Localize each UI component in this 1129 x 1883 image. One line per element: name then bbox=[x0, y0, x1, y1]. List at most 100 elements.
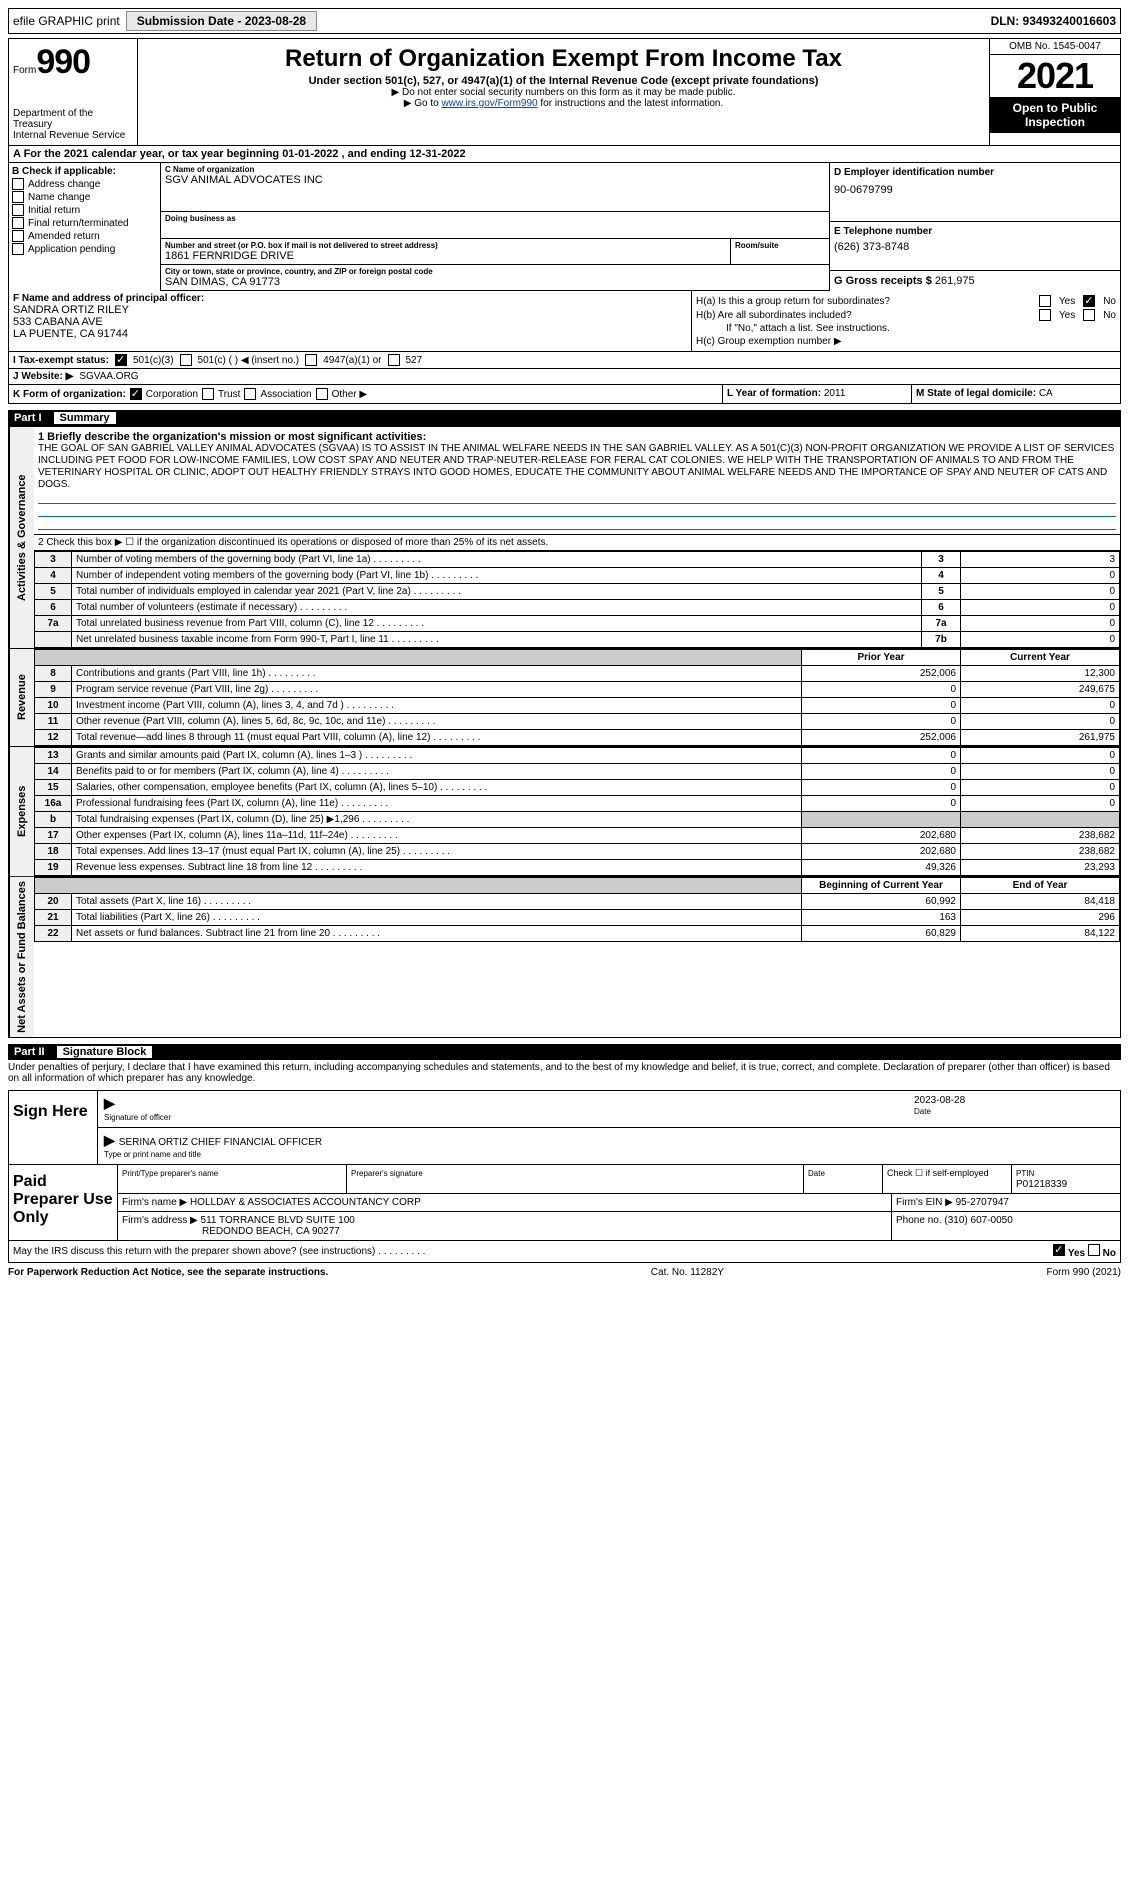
prior-value: 0 bbox=[802, 698, 961, 714]
dba-block: Doing business as bbox=[161, 212, 829, 239]
chk-amended-return[interactable]: Amended return bbox=[12, 230, 157, 242]
ein-value: 90-0679799 bbox=[834, 184, 1116, 196]
h-a-line: H(a) Is this a group return for subordin… bbox=[696, 295, 1116, 307]
section-f: F Name and address of principal officer:… bbox=[9, 291, 692, 351]
line-number: 12 bbox=[35, 730, 72, 746]
subtitle-3: ▶ Go to www.irs.gov/Form990 for instruct… bbox=[144, 98, 983, 109]
curr-value: 23,293 bbox=[961, 860, 1120, 876]
section-i: I Tax-exempt status: 501(c)(3) 501(c) ( … bbox=[8, 352, 1121, 369]
rule-line bbox=[38, 504, 1116, 517]
curr-value: 0 bbox=[961, 780, 1120, 796]
chk-initial-return[interactable]: Initial return bbox=[12, 204, 157, 216]
right-col: D Employer identification number 90-0679… bbox=[829, 163, 1120, 291]
chk-address-change[interactable]: Address change bbox=[12, 178, 157, 190]
city-value: SAN DIMAS, CA 91773 bbox=[165, 276, 825, 288]
top-bar: efile GRAPHIC print Submission Date - 20… bbox=[8, 8, 1121, 34]
form-header: Form990 Department of the Treasury Inter… bbox=[8, 38, 1121, 146]
h-c-line: H(c) Group exemption number ▶ bbox=[696, 336, 1116, 347]
line-number: 16a bbox=[35, 796, 72, 812]
curr-value: 84,418 bbox=[961, 894, 1120, 910]
line-box: 7a bbox=[922, 616, 961, 632]
checkbox-icon[interactable] bbox=[1088, 1244, 1100, 1256]
checkbox-icon[interactable] bbox=[180, 354, 192, 366]
line-value: 3 bbox=[961, 552, 1120, 568]
line-desc: Number of independent voting members of … bbox=[72, 568, 922, 584]
line-number: 22 bbox=[35, 926, 72, 942]
rule-line bbox=[38, 491, 1116, 504]
org-name: SGV ANIMAL ADVOCATES INC bbox=[165, 174, 825, 186]
checkbox-icon[interactable] bbox=[1039, 295, 1051, 307]
subtitle-2: ▶ Do not enter social security numbers o… bbox=[144, 87, 983, 98]
dba-label: Doing business as bbox=[165, 214, 825, 223]
section-b-label: B Check if applicable: bbox=[12, 166, 157, 177]
line-desc: Total assets (Part X, line 16) bbox=[72, 894, 802, 910]
i-label: I Tax-exempt status: bbox=[13, 355, 109, 366]
chk-application-pending[interactable]: Application pending bbox=[12, 243, 157, 255]
chk-final-return[interactable]: Final return/terminated bbox=[12, 217, 157, 229]
paid-preparer-block: Paid Preparer Use Only Print/Type prepar… bbox=[8, 1165, 1121, 1241]
checkbox-icon[interactable] bbox=[305, 354, 317, 366]
line-number: 5 bbox=[35, 584, 72, 600]
submission-date-button[interactable]: Submission Date - 2023-08-28 bbox=[126, 11, 317, 31]
curr-value: 12,300 bbox=[961, 666, 1120, 682]
checkbox-icon[interactable] bbox=[1083, 309, 1095, 321]
subtitle-1: Under section 501(c), 527, or 4947(a)(1)… bbox=[144, 75, 983, 87]
line-number bbox=[35, 632, 72, 648]
checkbox-checked-icon[interactable] bbox=[130, 388, 142, 400]
line-box: 5 bbox=[922, 584, 961, 600]
tax-year: 2021 bbox=[990, 55, 1120, 97]
section-k: K Form of organization: Corporation Trus… bbox=[9, 385, 723, 403]
city-block: City or town, state or province, country… bbox=[161, 265, 829, 291]
line-value: 0 bbox=[961, 600, 1120, 616]
line-box: 6 bbox=[922, 600, 961, 616]
line-desc: Other expenses (Part IX, column (A), lin… bbox=[72, 828, 802, 844]
dept-label: Department of the Treasury bbox=[13, 108, 133, 130]
line-number: 13 bbox=[35, 748, 72, 764]
street-block: Number and street (or P.O. box if mail i… bbox=[161, 239, 731, 265]
firm-phone-label: Phone no. bbox=[896, 1215, 942, 1226]
side-revenue: Revenue bbox=[9, 649, 34, 746]
ptin-value: P01218339 bbox=[1016, 1179, 1067, 1190]
ptin-label: PTIN bbox=[1016, 1169, 1034, 1178]
h-b-note: If "No," attach a list. See instructions… bbox=[696, 323, 1116, 334]
line-number: 11 bbox=[35, 714, 72, 730]
part1-title: Summary bbox=[54, 412, 116, 424]
room-block: Room/suite bbox=[731, 239, 829, 265]
governance-table: 3 Number of voting members of the govern… bbox=[34, 551, 1120, 648]
line-desc: Contributions and grants (Part VIII, lin… bbox=[72, 666, 802, 682]
line-box: 4 bbox=[922, 568, 961, 584]
line-number: 8 bbox=[35, 666, 72, 682]
sign-here-label: Sign Here bbox=[9, 1091, 98, 1164]
irs-link[interactable]: www.irs.gov/Form990 bbox=[441, 98, 537, 109]
line-number: 4 bbox=[35, 568, 72, 584]
line-desc: Salaries, other compensation, employee b… bbox=[72, 780, 802, 796]
line-desc: Grants and similar amounts paid (Part IX… bbox=[72, 748, 802, 764]
line-number: 6 bbox=[35, 600, 72, 616]
chk-name-change[interactable]: Name change bbox=[12, 191, 157, 203]
checkbox-checked-icon[interactable] bbox=[115, 354, 127, 366]
prep-name-label: Print/Type preparer's name bbox=[122, 1169, 218, 1178]
checkbox-checked-icon[interactable] bbox=[1053, 1244, 1065, 1256]
sig-date: 2023-08-28 bbox=[914, 1095, 965, 1106]
phone-value: (626) 373-8748 bbox=[834, 241, 1116, 253]
checkbox-icon bbox=[12, 217, 24, 229]
part2-label: Part II bbox=[14, 1046, 45, 1058]
firm-ein: 95-2707947 bbox=[956, 1197, 1009, 1208]
checkbox-icon[interactable] bbox=[202, 388, 214, 400]
prior-value: 202,680 bbox=[802, 828, 961, 844]
section-j: J Website: ▶ SGVAA.ORG bbox=[8, 369, 1121, 385]
line2: 2 Check this box ▶ ☐ if the organization… bbox=[34, 535, 1120, 551]
checkbox-icon[interactable] bbox=[1039, 309, 1051, 321]
firm-ein-label: Firm's EIN ▶ bbox=[896, 1197, 953, 1208]
checkbox-icon bbox=[12, 204, 24, 216]
checkbox-icon[interactable] bbox=[316, 388, 328, 400]
line-number: 3 bbox=[35, 552, 72, 568]
checkbox-icon[interactable] bbox=[388, 354, 400, 366]
checkbox-checked-icon[interactable] bbox=[1083, 295, 1095, 307]
section-l: L Year of formation: 2011 bbox=[723, 385, 912, 403]
officer-addr2: LA PUENTE, CA 91744 bbox=[13, 328, 687, 340]
info-grid: B Check if applicable: Address change Na… bbox=[8, 163, 1121, 291]
officer-name-title: SERINA ORTIZ CHIEF FINANCIAL OFFICER bbox=[119, 1137, 322, 1148]
checkbox-icon[interactable] bbox=[244, 388, 256, 400]
officer-name: SANDRA ORTIZ RILEY bbox=[13, 304, 687, 316]
